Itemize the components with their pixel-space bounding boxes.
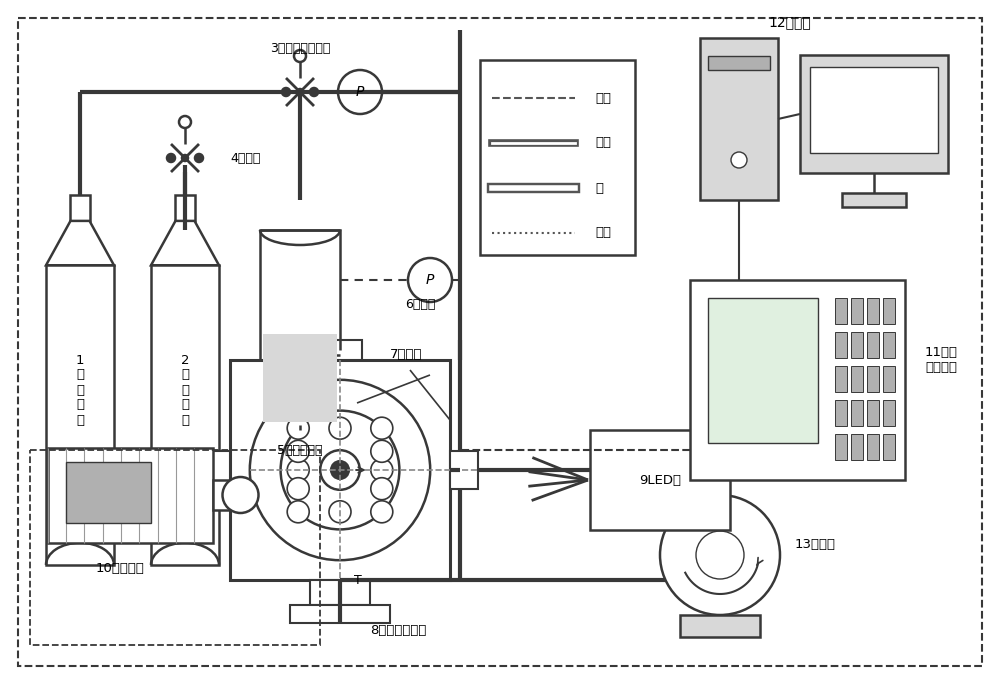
Text: 1
高
压
氮
气: 1 高 压 氮 气 — [76, 353, 84, 426]
Bar — [842, 193, 906, 207]
Bar — [290, 605, 390, 623]
Circle shape — [287, 417, 309, 439]
Bar — [867, 400, 879, 426]
Bar — [810, 67, 938, 153]
Bar — [835, 434, 847, 460]
Circle shape — [371, 417, 393, 439]
Text: 13真空泵: 13真空泵 — [795, 539, 836, 552]
Bar — [202, 451, 230, 489]
Text: T: T — [354, 573, 362, 586]
Bar — [263, 334, 337, 422]
Bar — [883, 332, 895, 358]
Bar — [175, 195, 195, 221]
Circle shape — [371, 477, 393, 500]
Circle shape — [250, 380, 430, 560]
Bar — [690, 280, 905, 480]
Text: 3减压阀与压力表: 3减压阀与压力表 — [270, 42, 330, 54]
Circle shape — [660, 495, 780, 615]
Text: 燃料: 燃料 — [595, 227, 611, 240]
Bar — [708, 298, 818, 443]
Bar — [48, 447, 212, 543]
Bar — [151, 266, 219, 565]
Text: 信号: 信号 — [595, 91, 611, 104]
Text: P: P — [356, 85, 364, 99]
Bar — [883, 366, 895, 392]
Text: 11电子
控制单元: 11电子 控制单元 — [925, 346, 958, 374]
Bar — [883, 400, 895, 426]
Bar — [800, 55, 948, 173]
Polygon shape — [46, 221, 114, 266]
Bar — [450, 451, 478, 489]
Bar — [590, 430, 730, 530]
Bar — [851, 366, 863, 392]
Circle shape — [331, 461, 349, 479]
Bar — [480, 60, 635, 255]
Bar — [212, 480, 240, 510]
Circle shape — [182, 155, 188, 161]
Circle shape — [287, 441, 309, 462]
Text: 12计算机: 12计算机 — [769, 15, 811, 29]
Circle shape — [371, 441, 393, 462]
Bar — [70, 195, 90, 221]
Bar — [30, 450, 320, 645]
Text: 8可视压力容器: 8可视压力容器 — [370, 624, 426, 637]
Text: 4减压阀: 4减压阀 — [230, 151, 260, 165]
Text: 7喷油器: 7喷油器 — [390, 349, 422, 362]
Circle shape — [338, 70, 382, 114]
Bar — [260, 230, 340, 430]
Circle shape — [294, 50, 306, 62]
Bar — [851, 400, 863, 426]
Bar — [851, 298, 863, 324]
Circle shape — [320, 450, 360, 490]
Bar — [835, 298, 847, 324]
Bar — [867, 434, 879, 460]
Bar — [318, 340, 362, 360]
Text: 10高速相机: 10高速相机 — [96, 562, 144, 575]
Bar — [700, 38, 778, 200]
Circle shape — [195, 154, 203, 162]
Text: 5高压燃料罐: 5高压燃料罐 — [277, 443, 323, 456]
Circle shape — [329, 501, 351, 523]
Bar — [835, 400, 847, 426]
Bar — [883, 434, 895, 460]
Text: 2
高
压
气
体: 2 高 压 气 体 — [181, 353, 189, 426]
Bar — [851, 332, 863, 358]
Bar — [680, 615, 760, 637]
Circle shape — [696, 531, 744, 579]
Circle shape — [408, 258, 452, 302]
Circle shape — [282, 88, 290, 96]
Bar — [46, 266, 114, 565]
Circle shape — [371, 459, 393, 481]
Bar — [66, 462, 151, 523]
Bar — [708, 56, 770, 70]
Circle shape — [179, 116, 191, 128]
Bar — [835, 332, 847, 358]
Bar — [867, 366, 879, 392]
Text: 数据: 数据 — [595, 136, 611, 150]
Circle shape — [167, 154, 175, 162]
Circle shape — [310, 88, 318, 96]
Bar — [851, 434, 863, 460]
Bar — [867, 298, 879, 324]
Bar — [867, 332, 879, 358]
Bar — [310, 580, 370, 605]
Circle shape — [297, 89, 303, 95]
Text: 9LED灯: 9LED灯 — [639, 473, 681, 486]
Bar — [883, 298, 895, 324]
Circle shape — [329, 417, 351, 439]
Bar — [230, 360, 450, 580]
Circle shape — [287, 501, 309, 523]
Circle shape — [287, 477, 309, 500]
Circle shape — [281, 411, 399, 529]
Circle shape — [287, 459, 309, 481]
Circle shape — [731, 152, 747, 168]
Circle shape — [222, 477, 258, 513]
Polygon shape — [151, 221, 219, 266]
Text: P: P — [426, 273, 434, 287]
Text: 6压力表: 6压力表 — [405, 298, 435, 311]
Text: 气: 气 — [595, 182, 603, 195]
Circle shape — [371, 501, 393, 523]
Bar — [835, 366, 847, 392]
